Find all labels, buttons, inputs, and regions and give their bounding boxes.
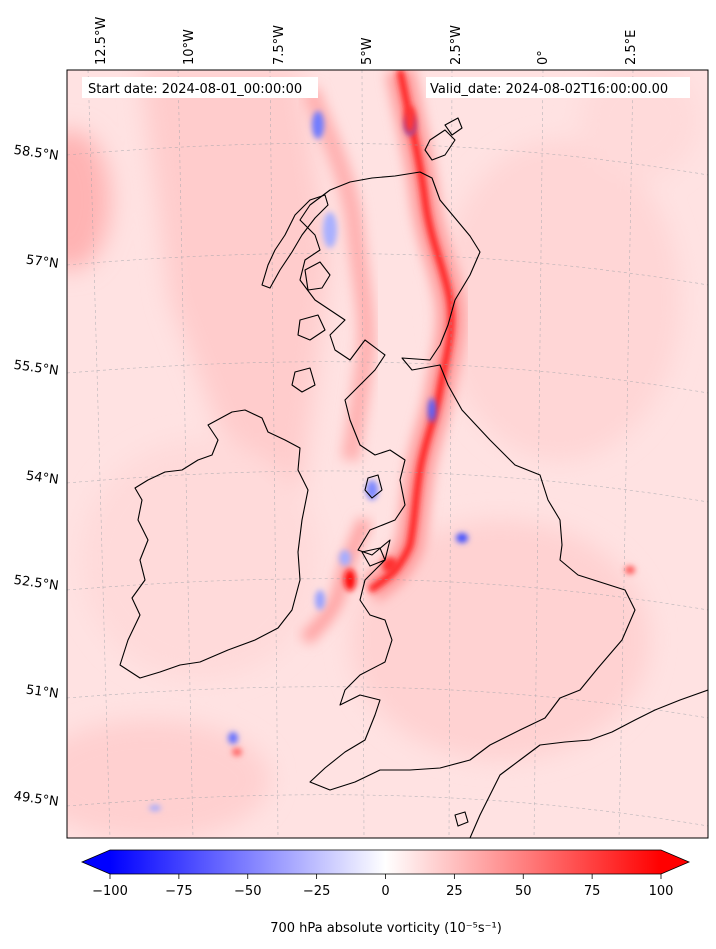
lat-label-57n: 57°N <box>25 253 60 272</box>
lon-label-0: 0° <box>536 50 551 65</box>
colorbar-tick-label: 50 <box>515 884 532 899</box>
longitude-labels: 12.5°W 10°W 7.5°W 5°W 2.5°W 0° 2.5°E <box>94 17 639 65</box>
positive-vorticity-peaks <box>232 106 635 756</box>
colorbar-extend-high <box>661 850 689 874</box>
start-date-box <box>82 77 318 98</box>
outer-hebrides <box>261 194 329 289</box>
orkney <box>424 129 456 161</box>
lat-label-49-5n: 49.5°N <box>13 789 60 810</box>
colorbar-tick-label: 100 <box>649 884 674 899</box>
lat-label-54n: 54°N <box>25 469 60 488</box>
lat-label-55-5n: 55.5°N <box>13 358 60 379</box>
anglesey <box>361 547 386 567</box>
shetland-fragment <box>444 117 463 136</box>
valid-date-box <box>426 77 690 98</box>
skye <box>304 261 331 291</box>
start-date-label: Start date: 2024-08-01_00:00:00 <box>88 82 302 97</box>
coastlines <box>119 117 708 838</box>
lon-label-5w: 5°W <box>360 37 375 65</box>
lat-label-52-5n: 52.5°N <box>13 573 60 594</box>
lon-label-12-5w: 12.5°W <box>94 17 109 65</box>
great-britain-coastline <box>299 171 636 791</box>
islay <box>291 367 316 393</box>
lat-label-51n: 51°N <box>25 683 60 702</box>
colorbar-tick-label: −50 <box>234 884 261 899</box>
lon-label-10w: 10°W <box>182 29 197 65</box>
lat-label-58-5n: 58.5°N <box>13 143 60 164</box>
colorbar-tick-label: 0 <box>381 884 389 899</box>
colorbar-label: 700 hPa absolute vorticity (10⁻⁵s⁻¹) <box>270 921 502 936</box>
isle-of-man <box>364 474 383 499</box>
colorbar-tick-label: 25 <box>446 884 463 899</box>
colorbar-tick-label: −75 <box>165 884 192 899</box>
colorbar: −100 −75 −50 −25 0 25 50 75 100 700 hPa absolute… <box>80 849 691 936</box>
lon-label-7-5w: 7.5°W <box>272 25 287 65</box>
colorbar-ticks: −100 −75 −50 −25 0 25 50 75 100 <box>92 874 673 899</box>
channel-islands <box>454 811 469 827</box>
lon-label-2-5w: 2.5°W <box>449 25 464 65</box>
colorbar-tick-label: 75 <box>584 884 601 899</box>
mull <box>297 314 326 341</box>
ireland-coastline <box>119 409 309 679</box>
continent-coastline <box>469 689 708 838</box>
colorbar-tick-label: −100 <box>92 884 128 899</box>
lon-label-2-5e: 2.5°E <box>624 30 639 65</box>
map-frame <box>66 69 709 839</box>
colorbar-tick-label: −25 <box>303 884 330 899</box>
graticule <box>67 70 708 838</box>
latitude-labels: 58.5°N 57°N 55.5°N 54°N 52.5°N 51°N 49.5… <box>13 143 60 810</box>
colorbar-gradient <box>110 850 661 874</box>
map-panel <box>67 70 708 838</box>
valid-date-label: Valid_date: 2024-08-02T16:00:00.00 <box>430 82 668 97</box>
colorbar-extend-low <box>82 850 110 874</box>
